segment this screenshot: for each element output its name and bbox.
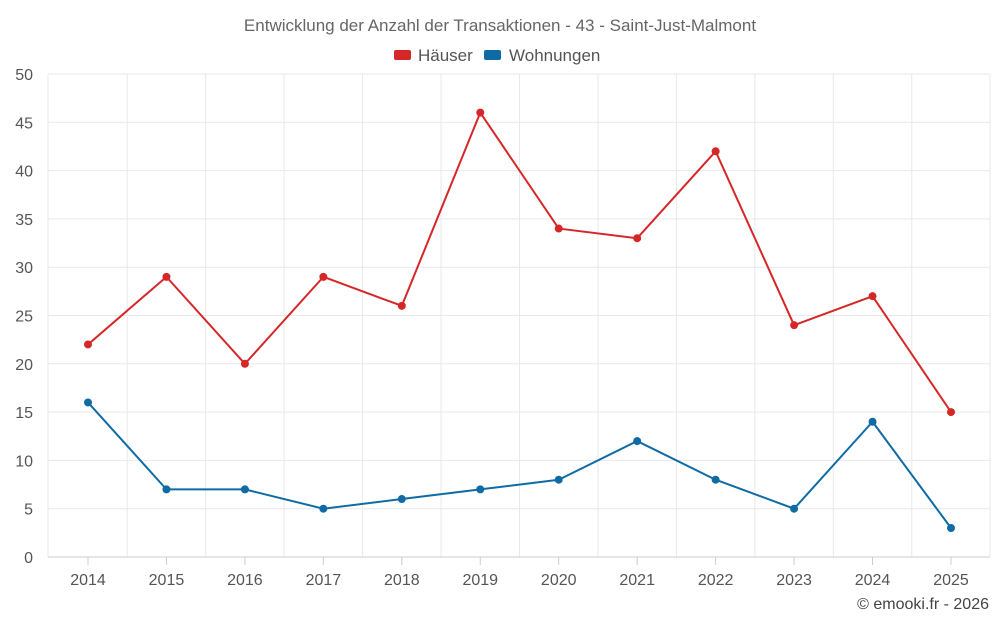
x-tick-label: 2024 [855,572,891,589]
x-tick-label: 2020 [541,572,577,589]
data-point-haeuser[interactable] [397,301,406,310]
data-point-wohnungen[interactable] [84,398,92,407]
y-tick-label: 35 [15,212,33,229]
x-tick-label: 2017 [306,572,342,589]
data-point-haeuser[interactable] [790,321,799,330]
data-point-wohnungen[interactable] [868,417,877,426]
data-point-haeuser[interactable] [476,108,485,117]
x-tick-label: 2014 [70,572,106,589]
data-point-wohnungen[interactable] [397,495,406,504]
x-tick-label: 2025 [933,572,969,589]
data-point-haeuser[interactable] [84,340,92,349]
x-tick-label: 2015 [149,572,185,589]
y-axis: 0 5 10 15 20 25 30 35 40 45 50 [15,67,33,567]
y-tick-label: 40 [15,164,33,181]
x-tick-label: 2018 [384,572,420,589]
series [84,108,955,533]
data-point-wohnungen[interactable] [476,485,485,494]
data-point-haeuser[interactable] [633,234,642,243]
x-tick-label: 2019 [462,572,498,589]
x-axis: 2014 2015 2016 2017 2018 2019 2020 2021 2022 2023… [48,556,990,589]
y-tick-label: 10 [15,453,33,470]
legend-item-haeuser[interactable]: Häuser [394,46,473,65]
legend: Häuser Wohnungen [394,46,600,65]
data-point-haeuser[interactable] [554,224,563,233]
series-line-wohnungen [87,401,952,529]
data-point-wohnungen[interactable] [947,524,955,533]
data-point-haeuser[interactable] [240,359,249,368]
credit-text: © emooki.fr - 2026 [857,596,989,613]
series-line-haeuser [87,111,952,413]
y-tick-label: 50 [15,67,33,84]
legend-swatch-haeuser [394,50,411,60]
data-point-haeuser[interactable] [319,272,328,281]
y-tick-label: 5 [24,502,33,519]
x-tick-label: 2022 [698,572,734,589]
data-point-haeuser[interactable] [711,147,720,156]
chart-title: Entwicklung der Anzahl der Transaktionen… [244,16,756,35]
data-point-wohnungen[interactable] [554,475,563,484]
legend-label-haeuser: Häuser [418,46,473,65]
legend-item-wohnungen[interactable]: Wohnungen [484,46,600,65]
y-tick-label: 30 [15,260,33,277]
data-point-wohnungen[interactable] [711,475,720,484]
y-tick-label: 0 [24,550,33,567]
data-point-wohnungen[interactable] [162,485,171,494]
data-point-haeuser[interactable] [868,292,877,301]
x-tick-label: 2016 [227,572,263,589]
data-point-wohnungen[interactable] [240,485,249,494]
x-tick-label: 2021 [619,572,655,589]
legend-label-wohnungen: Wohnungen [509,46,600,65]
data-point-wohnungen[interactable] [790,504,799,513]
data-point-haeuser[interactable] [947,408,955,417]
y-tick-label: 45 [15,115,33,132]
data-point-haeuser[interactable] [162,272,171,281]
legend-swatch-wohnungen [484,50,501,60]
data-point-wohnungen[interactable] [319,504,328,513]
y-tick-label: 15 [15,405,33,422]
y-tick-label: 20 [15,357,33,374]
data-point-wohnungen[interactable] [633,437,642,446]
y-tick-label: 25 [15,309,33,326]
x-tick-label: 2023 [776,572,812,589]
